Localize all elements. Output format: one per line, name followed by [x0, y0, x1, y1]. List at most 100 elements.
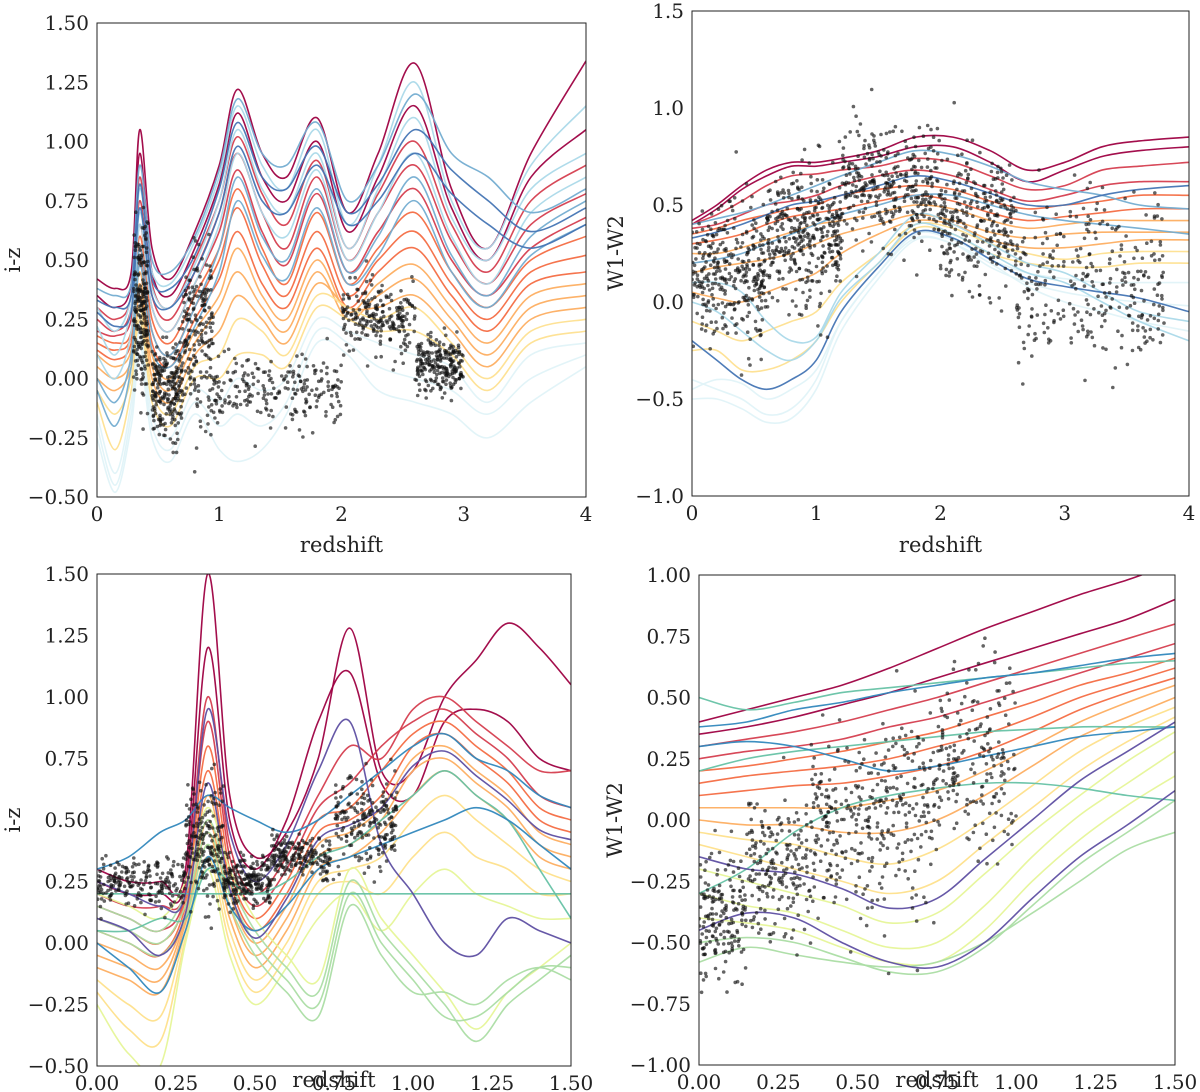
panel-3-series-line-10	[699, 716, 1175, 895]
panel-1-data-point	[836, 221, 840, 225]
panel-3-data-point	[760, 867, 765, 872]
panel-1-data-point	[823, 269, 828, 274]
panel-1-data-point	[808, 216, 812, 220]
panel-2-data-point	[195, 858, 200, 863]
panel-2-data-point	[270, 855, 274, 859]
panel-1-data-point	[971, 214, 975, 218]
panel-3-data-point	[839, 817, 844, 822]
panel-3-data-point	[754, 911, 759, 915]
panel-0-data-point	[140, 391, 145, 396]
panel-1-data-point	[1130, 348, 1135, 353]
panel-2-data-point	[233, 872, 238, 877]
panel-2-data-point	[156, 864, 160, 868]
panel-0-data-point	[379, 289, 383, 293]
panel-3-data-point	[784, 885, 789, 889]
panel-1-data-point	[1121, 270, 1125, 275]
panel-1-data-point	[1071, 306, 1076, 311]
panel-2-data-point	[102, 882, 106, 887]
panel-3-data-point	[992, 825, 997, 830]
panel-0-data-point	[192, 267, 196, 272]
panel-1-data-point	[820, 271, 825, 276]
panel-1-data-point	[809, 181, 813, 186]
panel-2-data-point	[322, 866, 326, 870]
panel-2-data-point	[239, 877, 244, 882]
panel-1-data-point	[1152, 287, 1157, 291]
panel-0-data-point	[200, 328, 204, 333]
panel-1-data-point	[985, 227, 989, 231]
panel-1-data-point	[838, 207, 842, 212]
panel-2-data-point	[192, 831, 196, 835]
panel-0-data-point	[326, 388, 331, 393]
panel-3-data-point	[882, 934, 887, 938]
panel-1-data-point	[692, 230, 695, 235]
panel-3-data-point	[736, 901, 741, 906]
panel-1-data-point	[881, 246, 885, 251]
panel-3-data-point	[758, 860, 763, 865]
panel-3-data-point	[704, 928, 709, 933]
panel-1-data-point	[810, 279, 814, 283]
panel-0-data-point	[209, 269, 213, 273]
panel-3-data-point	[752, 859, 757, 864]
panel-0-data-point	[211, 410, 216, 415]
panel-3-data-point	[981, 802, 985, 806]
panel-0-data-point	[453, 377, 458, 382]
panel-0-data-point	[195, 269, 200, 273]
panel-1-data-point	[798, 221, 802, 226]
panel-3-data-point	[1011, 689, 1015, 694]
panel-0-data-point	[266, 392, 270, 396]
panel-2-data-point	[211, 894, 215, 899]
panel-1-data-point	[1125, 306, 1129, 310]
panel-0-data-point	[189, 320, 194, 324]
panel-1-data-point	[1004, 284, 1008, 288]
panel-1-data-point	[1145, 318, 1150, 322]
panel-0-data-point	[314, 404, 319, 409]
panel-1-data-point	[917, 219, 922, 224]
panel-1-data-point	[817, 144, 822, 149]
panel-1-data-point	[742, 273, 746, 277]
panel-3-data-point	[875, 825, 880, 829]
panel-0-data-point	[240, 364, 245, 368]
panel-1-data-point	[879, 154, 883, 158]
panel-1-data-point	[865, 199, 870, 204]
panel-1-data-point	[833, 239, 837, 243]
panel-3-data-point	[967, 668, 971, 672]
panel-1-data-point	[802, 220, 807, 225]
panel-1-data-point	[848, 172, 852, 176]
panel-1-data-point	[838, 218, 842, 222]
panel-1-data-point	[922, 200, 926, 204]
panel-1-data-point	[867, 158, 872, 162]
panel-2-data-point	[204, 821, 208, 825]
panel-1-data-point	[765, 216, 770, 220]
panel-1-data-point	[1029, 314, 1034, 319]
panel-1-data-point	[852, 175, 856, 180]
panel-1-data-point	[1132, 275, 1136, 280]
panel-2-data-point	[331, 877, 336, 882]
panel-2-data-point	[200, 850, 204, 855]
panel-1-series-line-15	[692, 222, 1189, 362]
panel-0-data-point	[188, 278, 192, 283]
panel-1-data-point	[760, 318, 765, 322]
panel-1-data-point	[843, 194, 848, 198]
panel-3-data-point	[848, 950, 853, 954]
panel-1-data-point	[1148, 335, 1152, 340]
panel-3-data-point	[819, 844, 824, 848]
panel-1-data-point	[741, 267, 746, 271]
panel-1-data-point	[990, 183, 994, 188]
panel-1-data-point	[722, 311, 726, 315]
panel-2-data-point	[307, 859, 312, 863]
panel-2-data-point	[245, 874, 250, 879]
panel-0-data-point	[269, 408, 274, 413]
panel-0-data-point	[194, 359, 199, 363]
panel-1-data-point	[1116, 329, 1120, 334]
panel-1-data-point	[830, 255, 835, 260]
panel-1-data-point	[715, 250, 719, 254]
panel-1-data-point	[1092, 307, 1096, 311]
panel-2-y-tick-label-8: 1.50	[44, 562, 89, 586]
panel-0-data-point	[192, 470, 197, 474]
panel-2-data-point	[178, 889, 183, 894]
panel-0-data-point	[336, 378, 340, 382]
panel-0-data-point	[378, 334, 383, 338]
panel-3-series-line-12	[699, 750, 1175, 950]
panel-1-data-point	[1048, 339, 1053, 343]
panel-3-data-point	[991, 757, 995, 762]
